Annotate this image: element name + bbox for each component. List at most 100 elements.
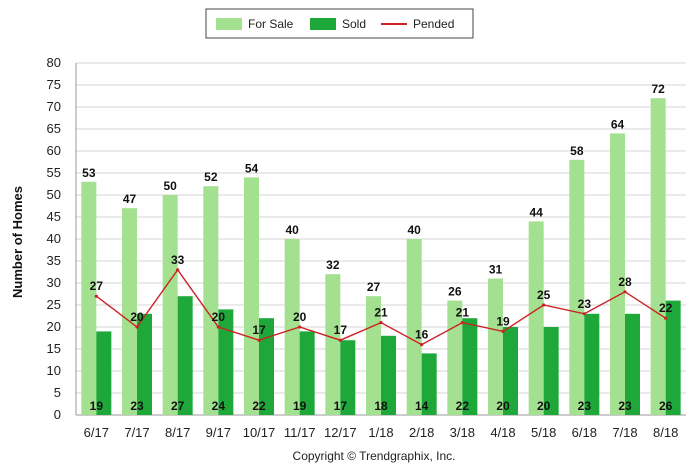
x-tick-label: 11/17 xyxy=(284,425,316,440)
sold-bar xyxy=(665,300,681,415)
x-tick-label: 5/18 xyxy=(531,425,556,440)
for-sale-value-label: 44 xyxy=(529,205,543,219)
data-labels: 53 19 47 23 50 27 52 24 54 22 40 19 32 17 27 18 40 14 26 22… xyxy=(82,82,673,413)
sold-bar xyxy=(340,340,356,415)
pended-point xyxy=(379,321,383,325)
for-sale-value-label: 27 xyxy=(367,280,381,294)
y-tick-label: 75 xyxy=(47,77,61,92)
sold-bar xyxy=(177,296,193,415)
x-tick-label: 1/18 xyxy=(368,425,393,440)
pended-value-label: 27 xyxy=(90,279,104,293)
pended-value-label: 20 xyxy=(212,310,226,324)
y-tick-label: 65 xyxy=(47,121,61,136)
pended-point xyxy=(664,316,668,320)
x-tick-label: 12/17 xyxy=(324,425,357,440)
sold-bar xyxy=(96,331,112,415)
x-tick-label: 8/18 xyxy=(653,425,678,440)
pended-value-label: 25 xyxy=(537,288,551,302)
x-tick-label: 7/18 xyxy=(612,425,637,440)
sold-value-label: 23 xyxy=(618,399,632,413)
sold-value-label: 18 xyxy=(374,399,388,413)
y-tick-label: 60 xyxy=(47,143,61,158)
pended-value-label: 21 xyxy=(456,306,470,320)
x-tick-label: 9/17 xyxy=(206,425,231,440)
pended-line xyxy=(94,268,668,347)
y-tick-label: 80 xyxy=(47,55,61,70)
pended-value-label: 21 xyxy=(374,306,388,320)
sold-value-label: 24 xyxy=(212,399,226,413)
sold-bar xyxy=(259,318,274,415)
for-sale-value-label: 31 xyxy=(489,263,503,277)
sold-bar xyxy=(543,327,559,415)
pended-point xyxy=(460,321,464,325)
sold-bar xyxy=(299,331,315,415)
sold-value-label: 19 xyxy=(90,399,104,413)
pended-value-label: 16 xyxy=(415,328,429,342)
for-sale-bar xyxy=(569,159,585,415)
x-tick-label: 4/18 xyxy=(490,425,515,440)
for-sale-value-label: 64 xyxy=(611,117,625,131)
for-sale-bar xyxy=(325,274,341,415)
sold-bar xyxy=(421,353,437,415)
sold-bar xyxy=(137,313,152,415)
for-sale-bar xyxy=(81,181,97,415)
for-sale-bar xyxy=(203,186,219,415)
pended-point xyxy=(582,312,586,316)
x-tick-label: 6/17 xyxy=(84,425,109,440)
y-tick-label: 10 xyxy=(47,363,61,378)
y-tick-label: 35 xyxy=(47,253,61,268)
x-tick-label: 7/17 xyxy=(124,425,149,440)
sold-bar xyxy=(218,309,234,415)
for-sale-bar xyxy=(610,133,625,415)
for-sale-value-label: 72 xyxy=(651,82,665,96)
y-tick-label: 70 xyxy=(47,99,61,114)
sold-value-label: 19 xyxy=(293,399,307,413)
pended-value-label: 23 xyxy=(578,297,592,311)
pended-value-label: 17 xyxy=(334,323,348,337)
y-axis-label: Number of Homes xyxy=(10,186,25,298)
pended-point xyxy=(94,294,98,298)
sold-bar xyxy=(381,335,396,415)
pended-value-label: 20 xyxy=(130,310,144,324)
pended-point xyxy=(338,338,342,342)
y-tick-label: 55 xyxy=(47,165,61,180)
pended-value-label: 28 xyxy=(618,275,632,289)
pended-value-label: 22 xyxy=(659,301,673,315)
legend-label-sold: Sold xyxy=(342,17,366,31)
sold-value-label: 27 xyxy=(171,399,185,413)
legend: For Sale Sold Pended xyxy=(205,8,474,39)
y-tick-label: 15 xyxy=(47,341,61,356)
pended-value-label: 20 xyxy=(293,310,307,324)
y-tick-label: 5 xyxy=(54,385,61,400)
sold-value-label: 26 xyxy=(659,399,673,413)
sold-bar xyxy=(625,313,640,415)
bars xyxy=(81,98,681,415)
y-tick-label: 40 xyxy=(47,231,61,246)
sold-value-label: 22 xyxy=(456,399,470,413)
for-sale-value-label: 32 xyxy=(326,258,340,272)
sold-value-label: 20 xyxy=(537,399,551,413)
sold-bar xyxy=(462,318,478,415)
x-tick-label: 2/18 xyxy=(409,425,434,440)
legend-label-for-sale: For Sale xyxy=(248,17,294,31)
legend-box xyxy=(205,8,474,39)
pended-point xyxy=(257,338,261,342)
for-sale-bar xyxy=(650,98,666,415)
y-tick-label: 25 xyxy=(47,297,61,312)
for-sale-bar xyxy=(406,239,422,415)
legend-swatch-sold xyxy=(310,18,336,30)
for-sale-value-label: 54 xyxy=(245,161,259,175)
for-sale-value-label: 53 xyxy=(82,166,96,180)
sold-value-label: 23 xyxy=(130,399,144,413)
sold-value-label: 20 xyxy=(496,399,510,413)
pended-point xyxy=(542,303,546,307)
for-sale-value-label: 40 xyxy=(285,223,299,237)
pended-point xyxy=(501,329,505,333)
for-sale-value-label: 52 xyxy=(204,170,218,184)
pended-value-label: 17 xyxy=(252,323,266,337)
pended-point xyxy=(420,343,424,347)
legend-label-pended: Pended xyxy=(413,17,454,31)
for-sale-bar xyxy=(244,177,259,415)
pended-point xyxy=(623,290,627,294)
